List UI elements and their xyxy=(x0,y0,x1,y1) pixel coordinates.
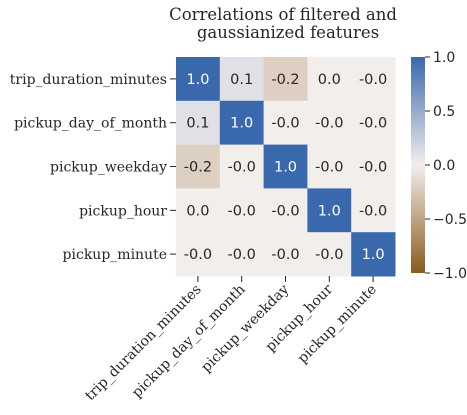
heatmap-cells: 1.0 0.1 -0.2 0.0 -0.00.1 1.0 -0.0 -0.0 -0.0-0.2-… xyxy=(176,57,396,277)
colorbar-gradient xyxy=(411,57,425,273)
chart-title-line-1: Correlations of filtered and xyxy=(169,5,397,24)
cell-value-label: -0.0 xyxy=(271,247,299,263)
heatmap-cell xyxy=(176,144,221,189)
heatmap-cell xyxy=(351,100,396,146)
cell-value-label: -0.0 xyxy=(271,203,299,219)
heatmap-cell xyxy=(307,232,352,277)
cell-value-label: -0.0 xyxy=(228,160,256,176)
colorbar-tick-label: −0.5 xyxy=(433,212,467,228)
heatmap-cell xyxy=(263,100,308,146)
cell-value-label: 1.0 xyxy=(318,203,341,219)
heatmap-cell xyxy=(351,232,396,277)
cell-value-label: 0.1 xyxy=(230,72,253,88)
cell-value-label: -0.0 xyxy=(359,116,387,132)
row-label: pickup_day_of_month xyxy=(14,116,167,132)
heatmap-cell xyxy=(176,57,221,102)
colorbar-tick-label: −1.0 xyxy=(433,266,467,282)
heatmap-cell xyxy=(351,57,396,102)
cell-value-label: -0.0 xyxy=(315,160,343,176)
heatmap-cell xyxy=(219,57,265,102)
heatmap-cell xyxy=(351,144,396,189)
row-label: pickup_minute xyxy=(63,247,167,263)
colorbar-ticks: 1.0 0.5 0.0 −0.5 −1.0 xyxy=(425,50,467,282)
heatmap-cell xyxy=(307,57,352,102)
cell-value-label: 1.0 xyxy=(230,116,253,132)
column-labels: trip_duration_minutespickup_day_of_month… xyxy=(82,276,380,404)
cell-value-label: -0.0 xyxy=(271,116,299,132)
heatmap-cell xyxy=(219,100,265,146)
row-label: trip_duration_minutes xyxy=(10,72,167,88)
colorbar-tick-label: 0.0 xyxy=(433,158,455,174)
row-label: pickup_hour xyxy=(79,203,167,219)
heatmap-cell xyxy=(176,188,221,233)
row-labels: trip_duration_minutes pickup_day_of_month… xyxy=(10,72,176,263)
cell-value-label: -0.2 xyxy=(184,160,212,176)
cell-value-label: -0.0 xyxy=(184,247,212,263)
cell-value-label: -0.0 xyxy=(315,116,343,132)
cell-value-label: -0.0 xyxy=(228,247,256,263)
cell-value-label: -0.0 xyxy=(359,72,387,88)
colorbar: 1.0 0.5 0.0 −0.5 −1.0 xyxy=(411,50,467,282)
heatmap-cell xyxy=(176,232,221,277)
colorbar-tick-label: 0.5 xyxy=(433,104,455,120)
cell-value-label: -0.0 xyxy=(315,247,343,263)
heatmap-cell xyxy=(351,188,396,233)
heatmap-cell xyxy=(219,188,265,233)
cell-value-label: 1.0 xyxy=(274,160,297,176)
heatmap-cell xyxy=(307,144,352,189)
cell-value-label: 0.1 xyxy=(186,116,209,132)
cell-value-label: -0.2 xyxy=(271,72,299,88)
cell-value-label: -0.0 xyxy=(228,203,256,219)
cell-value-label: -0.0 xyxy=(359,160,387,176)
heatmap-cell xyxy=(263,188,308,233)
heatmap-cell xyxy=(219,144,265,189)
cell-value-label: -0.0 xyxy=(359,203,387,219)
heatmap-cell xyxy=(263,57,308,102)
heatmap-cell xyxy=(263,232,308,277)
colorbar-tick-label: 1.0 xyxy=(433,50,455,66)
heatmap-cell xyxy=(263,144,308,189)
heatmap-cell xyxy=(219,232,265,277)
chart-title: Correlations of filtered and gaussianize… xyxy=(169,5,397,42)
heatmap-cell xyxy=(307,100,352,146)
chart-title-line-2: gaussianized features xyxy=(197,23,379,42)
heatmap-cell xyxy=(307,188,352,233)
cell-value-label: 1.0 xyxy=(362,247,385,263)
cell-value-label: 1.0 xyxy=(186,72,209,88)
heatmap-cell xyxy=(176,100,221,146)
cell-value-label: 0.0 xyxy=(318,72,341,88)
column-label: pickup_minute xyxy=(295,282,380,367)
cell-value-label: 0.0 xyxy=(186,203,209,219)
row-label: pickup_weekday xyxy=(50,160,167,176)
